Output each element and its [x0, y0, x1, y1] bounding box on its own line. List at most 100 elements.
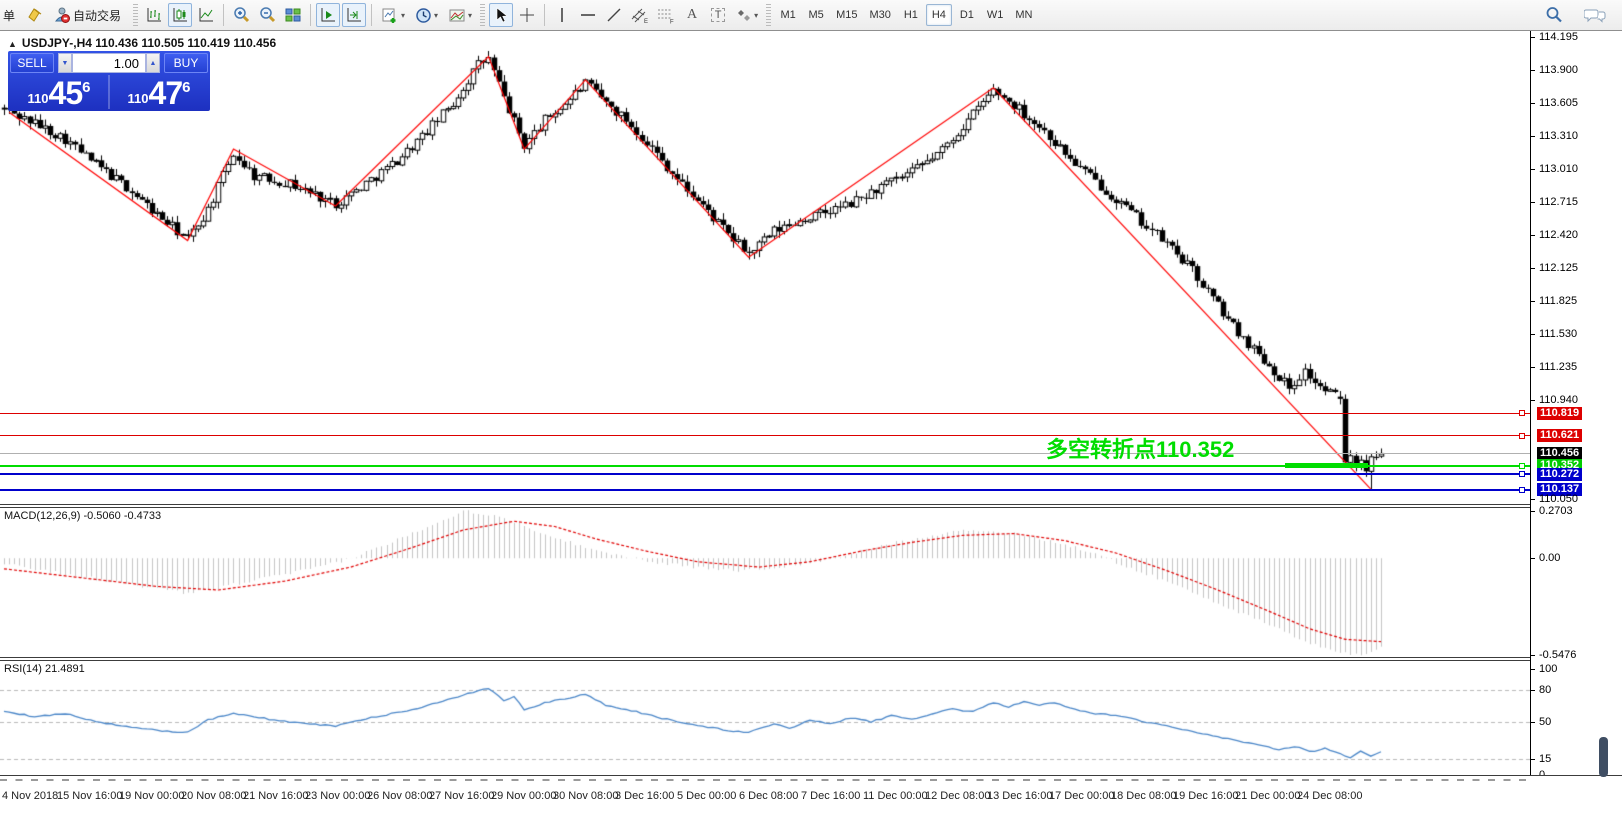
price-axis-border: [1530, 31, 1531, 775]
rsi-tick-mark: [1531, 690, 1535, 691]
timeframe-button-h4[interactable]: H4: [925, 4, 952, 26]
rsi-canvas[interactable]: [0, 661, 1530, 775]
toolbar-drag-handle[interactable]: [133, 4, 139, 26]
text-tool-button[interactable]: A: [687, 7, 698, 22]
horizontal-line-tool-button[interactable]: [576, 3, 600, 27]
hline-110.137[interactable]: [0, 488, 1530, 491]
search-button[interactable]: [1542, 3, 1566, 27]
journal-icon[interactable]: [23, 3, 47, 27]
autotrading-button[interactable]: 自动交易: [49, 3, 129, 27]
hline-handle[interactable]: [1519, 486, 1525, 493]
timeframe-button-w1[interactable]: W1: [986, 9, 1004, 21]
date-label: 6 Dec 08:00: [739, 790, 799, 802]
auto-scroll-button[interactable]: [316, 3, 341, 27]
rsi-tick-mark: [1531, 722, 1535, 723]
tile-windows-button[interactable]: [281, 3, 305, 27]
timeframe-button-mn[interactable]: MN: [1015, 9, 1033, 21]
hline-110.819[interactable]: [0, 412, 1530, 414]
chart-shift-button[interactable]: [342, 3, 367, 27]
arrows-tool-button[interactable]: ▾: [732, 3, 762, 27]
panel-splitter[interactable]: [0, 504, 1622, 508]
date-label: 3 Dec 16:00: [615, 790, 675, 802]
hline-110.621[interactable]: [0, 435, 1530, 437]
panel-splitter[interactable]: [0, 657, 1622, 661]
volume-decrease-button[interactable]: ▼: [58, 53, 72, 73]
timeframe-button-d1[interactable]: D1: [959, 9, 974, 21]
chat-button[interactable]: [1583, 3, 1607, 27]
sell-price[interactable]: 110 45 6: [10, 75, 108, 109]
buy-price-prefix: 110: [127, 91, 149, 106]
macd-canvas[interactable]: [0, 508, 1530, 657]
cursor-button[interactable]: [489, 3, 514, 27]
hline-110.352[interactable]: [0, 464, 1530, 467]
new-order-button[interactable]: 单: [2, 8, 15, 23]
hline-handle[interactable]: [1519, 462, 1525, 469]
axis-price-badge-110.272: 110.272: [1537, 467, 1583, 481]
chart-shift-icon: [347, 8, 362, 22]
vertical-line-tool-button[interactable]: [550, 3, 574, 27]
fibonacci-tool-button[interactable]: F: [654, 3, 678, 27]
sell-button[interactable]: SELL: [10, 53, 54, 73]
price-tick-mark: [1531, 400, 1535, 401]
buy-button[interactable]: BUY: [164, 53, 208, 73]
equidistant-channel-tool-button[interactable]: E: [628, 3, 652, 27]
text-label-tool-button[interactable]: T: [706, 3, 730, 27]
zoom-in-button[interactable]: [229, 3, 253, 27]
arrows-caret-icon: ▾: [754, 10, 759, 20]
date-axis[interactable]: 4 Nov 2018 15 Nov 16:00 19 Nov 00:00 20 Nov…: [0, 775, 1622, 813]
price-tick-mark: [1531, 499, 1535, 500]
line-chart-button[interactable]: [194, 3, 218, 27]
macd-tick-mark: [1531, 655, 1535, 656]
cursor-arrow-icon: [496, 7, 508, 23]
indicators-icon: [382, 8, 396, 23]
trendline-tool-button[interactable]: [602, 3, 626, 27]
timeframe-button-h1[interactable]: H1: [903, 9, 918, 21]
volume-input[interactable]: 1.00: [72, 53, 146, 73]
axis-price-badge-110.621: 110.621: [1537, 429, 1583, 443]
buy-price-big: 47: [148, 75, 184, 111]
date-label: 5 Dec 00:00: [677, 790, 737, 802]
timeframe-button-m15[interactable]: M15: [836, 9, 858, 21]
periods-button[interactable]: ▾: [411, 3, 442, 27]
candlestick-chart-button[interactable]: [168, 3, 193, 27]
macd-tick-label: 0.00: [1539, 552, 1561, 565]
indicators-button[interactable]: ▾: [377, 3, 409, 27]
hline-110.272[interactable]: [0, 473, 1530, 476]
zoom-out-button[interactable]: [255, 3, 279, 27]
price-tick-mark: [1531, 202, 1535, 203]
toolbar-drag-handle[interactable]: [766, 4, 772, 26]
hline-110.456[interactable]: [0, 453, 1530, 455]
timeframe-button-m5[interactable]: M5: [808, 9, 824, 21]
crosshair-button[interactable]: [515, 3, 539, 27]
templates-button[interactable]: ▾: [444, 3, 476, 27]
autotrading-label: 自动交易: [73, 8, 122, 23]
collapse-panel-icon[interactable]: ▲: [8, 39, 17, 49]
date-label: 27 Nov 16:00: [429, 790, 495, 802]
journal-icon-svg: [28, 8, 42, 22]
scrollbar-thumb[interactable]: [1599, 737, 1608, 777]
date-label: 24 Dec 08:00: [1297, 790, 1363, 802]
buy-price[interactable]: 110 47 6: [110, 75, 208, 109]
timeframe-button-m30[interactable]: M30: [869, 9, 891, 21]
price-axis[interactable]: 110.819 110.621 110.456 110.352 110.272 110.1…: [1531, 31, 1622, 781]
horizontal-line-icon: [581, 14, 596, 16]
hline-handle[interactable]: [1519, 432, 1525, 439]
date-tick-marks: [0, 779, 1530, 781]
sell-price-big: 45: [48, 75, 84, 111]
rsi-tick-label: 100: [1539, 663, 1558, 675]
chart-title-row: ▲ USDJPY-,H4 110.436 110.505 110.419 110.…: [8, 36, 276, 50]
vertical-line-icon: [561, 8, 563, 22]
volume-increase-button[interactable]: ▲: [146, 53, 160, 73]
main-chart-canvas[interactable]: [0, 31, 1530, 504]
hline-handle[interactable]: [1519, 471, 1525, 478]
hline-handle[interactable]: [1519, 410, 1525, 417]
timeframe-button-m1[interactable]: M1: [780, 9, 796, 21]
date-label: 21 Dec 00:00: [1235, 790, 1301, 802]
toolbar-separator: [223, 4, 225, 26]
templates-icon: [449, 9, 465, 21]
hline-thick-segment[interactable]: [1285, 463, 1368, 469]
bar-chart-button[interactable]: [142, 3, 166, 27]
toolbar-drag-handle[interactable]: [480, 4, 486, 26]
indicators-caret-icon: ▾: [401, 10, 406, 20]
